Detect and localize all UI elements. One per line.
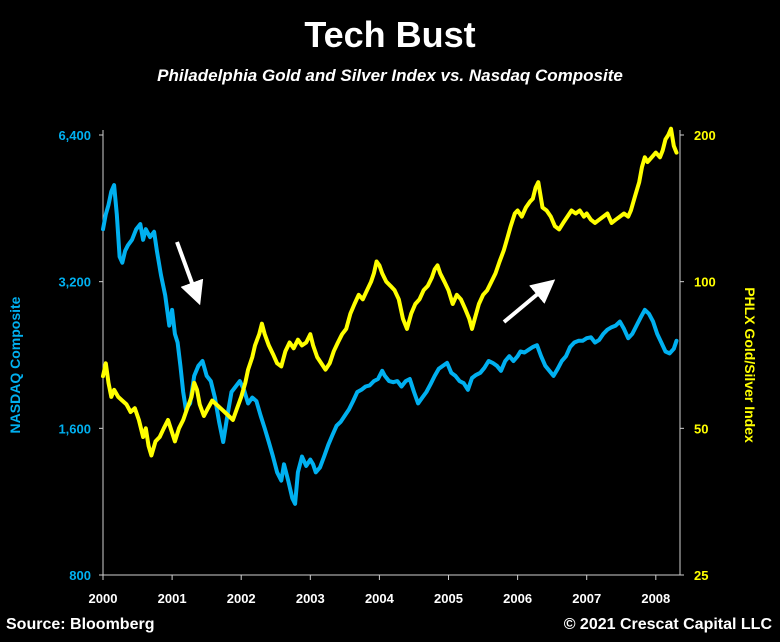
down-arrow-annotation	[175, 241, 204, 306]
x-tick-label: 2001	[158, 591, 187, 606]
left-axis-title: NASDAQ Composite	[7, 296, 23, 433]
nasdaq-series-line	[101, 183, 679, 506]
left-tick-label: 3,200	[58, 275, 91, 290]
right-tick-label: 50	[694, 421, 708, 436]
x-tick-label: 2005	[434, 591, 463, 606]
x-tick-label: 2004	[365, 591, 395, 606]
left-tick-label: 6,400	[58, 128, 91, 143]
copyright-note: © 2021 Crescat Capital LLC	[563, 616, 772, 633]
chart-title: Tech Bust	[304, 14, 476, 55]
x-tick-label: 2003	[296, 591, 325, 606]
right-axis-title: PHLX Gold/Silver Index	[742, 287, 758, 443]
left-tick-label: 800	[69, 568, 91, 583]
x-tick-label: 2006	[503, 591, 532, 606]
phlx-series-line	[101, 126, 679, 458]
chart-subtitle: Philadelphia Gold and Silver Index vs. N…	[157, 66, 623, 85]
right-tick-label: 200	[694, 128, 716, 143]
up-arrow-annotation	[502, 279, 556, 324]
x-tick-label: 2007	[572, 591, 601, 606]
x-tick-label: 2002	[227, 591, 256, 606]
right-tick-label: 100	[694, 275, 716, 290]
x-tick-label: 2000	[89, 591, 118, 606]
right-tick-label: 25	[694, 568, 708, 583]
source-note: Source: Bloomberg	[6, 616, 155, 633]
left-tick-label: 1,600	[58, 421, 91, 436]
x-tick-label: 2008	[641, 591, 670, 606]
